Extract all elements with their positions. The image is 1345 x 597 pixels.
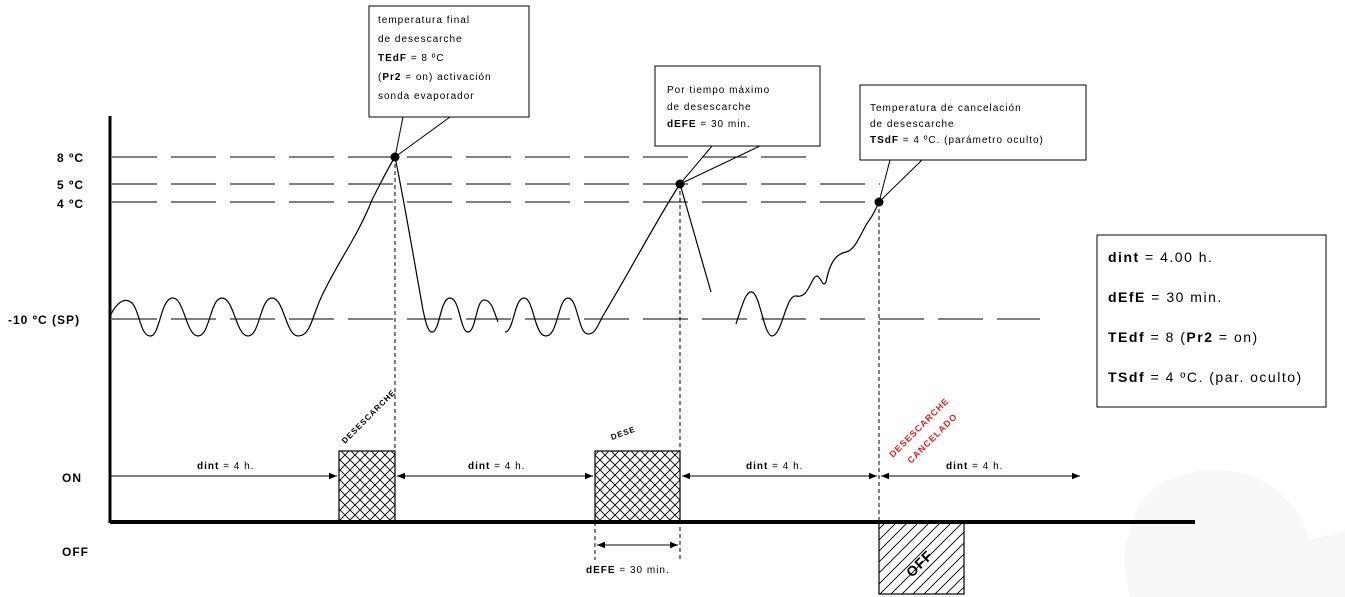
callout-tedf-line: (Pr2 = on) activación bbox=[378, 72, 492, 83]
dint-label-1: dint = 4 h. bbox=[197, 461, 254, 472]
callout-tsdf-line: de desescarche bbox=[870, 119, 955, 130]
dint-text: dint = 4 h. bbox=[746, 461, 803, 472]
callout-tedf-text: temperatura final de desescarche TEdF = 8 … bbox=[378, 15, 492, 102]
parameter-line: TEdf = 8 (Pr2 = on) bbox=[1108, 329, 1259, 345]
defrost-block-1 bbox=[338, 450, 396, 523]
dint-label-4: dint = 4 h. bbox=[946, 461, 1003, 472]
off-block bbox=[878, 522, 965, 595]
callout-defe-line: Por tiempo máximo bbox=[667, 85, 770, 96]
callout-defe-line: dEFE = 30 min. bbox=[667, 119, 751, 130]
dint-label-3: dint = 4 h. bbox=[746, 461, 803, 472]
callout-tsdf-line: TSdF = 4 ºC. (parámetro oculto) bbox=[870, 135, 1044, 146]
callout-defe-line: de desescarche bbox=[667, 102, 752, 113]
dint-label-2: dint = 4 h. bbox=[468, 461, 525, 472]
defe-text: dEFE = 30 min. bbox=[586, 565, 670, 576]
parameters-text: dint = 4.00 h. dEfE = 30 min. TEdf = 8 (Pr… bbox=[1108, 249, 1303, 385]
parameters-box: dint = 4.00 h. dEfE = 30 min. TEdf = 8 (Pr… bbox=[1096, 234, 1327, 408]
off-label: OFF bbox=[62, 545, 89, 559]
parameter-line: TSdf = 4 ºC. (par. oculto) bbox=[1108, 369, 1303, 385]
callout-tedf-line: temperatura final bbox=[378, 15, 470, 26]
defe-measure-label: dEFE = 30 min. bbox=[586, 565, 670, 576]
parameter-line: dint = 4.00 h. bbox=[1108, 249, 1213, 265]
on-label: ON bbox=[62, 471, 82, 485]
callout-defe: Por tiempo máximo de desescarche dEFE = 30… bbox=[654, 65, 821, 185]
y-label-sp: -10 ºC (SP) bbox=[8, 313, 80, 327]
callout-tedf: temperatura final de desescarche TEdF = 8 … bbox=[368, 5, 530, 158]
defrost-block-2 bbox=[594, 450, 681, 523]
y-label-4: 4 ºC bbox=[57, 197, 84, 211]
y-label-8: 8 ºC bbox=[57, 151, 84, 165]
callout-tedf-line: de desescarche bbox=[378, 34, 463, 45]
callout-tedf-line: sonda evaporador bbox=[378, 91, 475, 102]
reference-lines bbox=[112, 156, 1040, 320]
watermark bbox=[1124, 470, 1345, 597]
y-label-5: 5 ºC bbox=[57, 178, 84, 192]
defrost-label-2: DESE bbox=[610, 425, 637, 442]
temperature-curve bbox=[109, 156, 880, 337]
callout-tsdf: Temperatura de cancelación de desescarche… bbox=[859, 84, 1087, 203]
dint-text: dint = 4 h. bbox=[946, 461, 1003, 472]
callout-tedf-line: TEdF = 8 ºC bbox=[378, 53, 445, 64]
dint-text: dint = 4 h. bbox=[197, 461, 254, 472]
defrost-label-1: DESESCARCHE bbox=[340, 388, 398, 446]
callout-defe-text: Por tiempo máximo de desescarche dEFE = 30… bbox=[667, 85, 770, 130]
parameter-line: dEfE = 30 min. bbox=[1108, 289, 1223, 305]
callout-tsdf-text: Temperatura de cancelación de desescarche… bbox=[870, 103, 1044, 146]
dint-arrows bbox=[110, 472, 1080, 549]
dint-text: dint = 4 h. bbox=[468, 461, 525, 472]
callout-tsdf-line: Temperatura de cancelación bbox=[870, 103, 1022, 114]
